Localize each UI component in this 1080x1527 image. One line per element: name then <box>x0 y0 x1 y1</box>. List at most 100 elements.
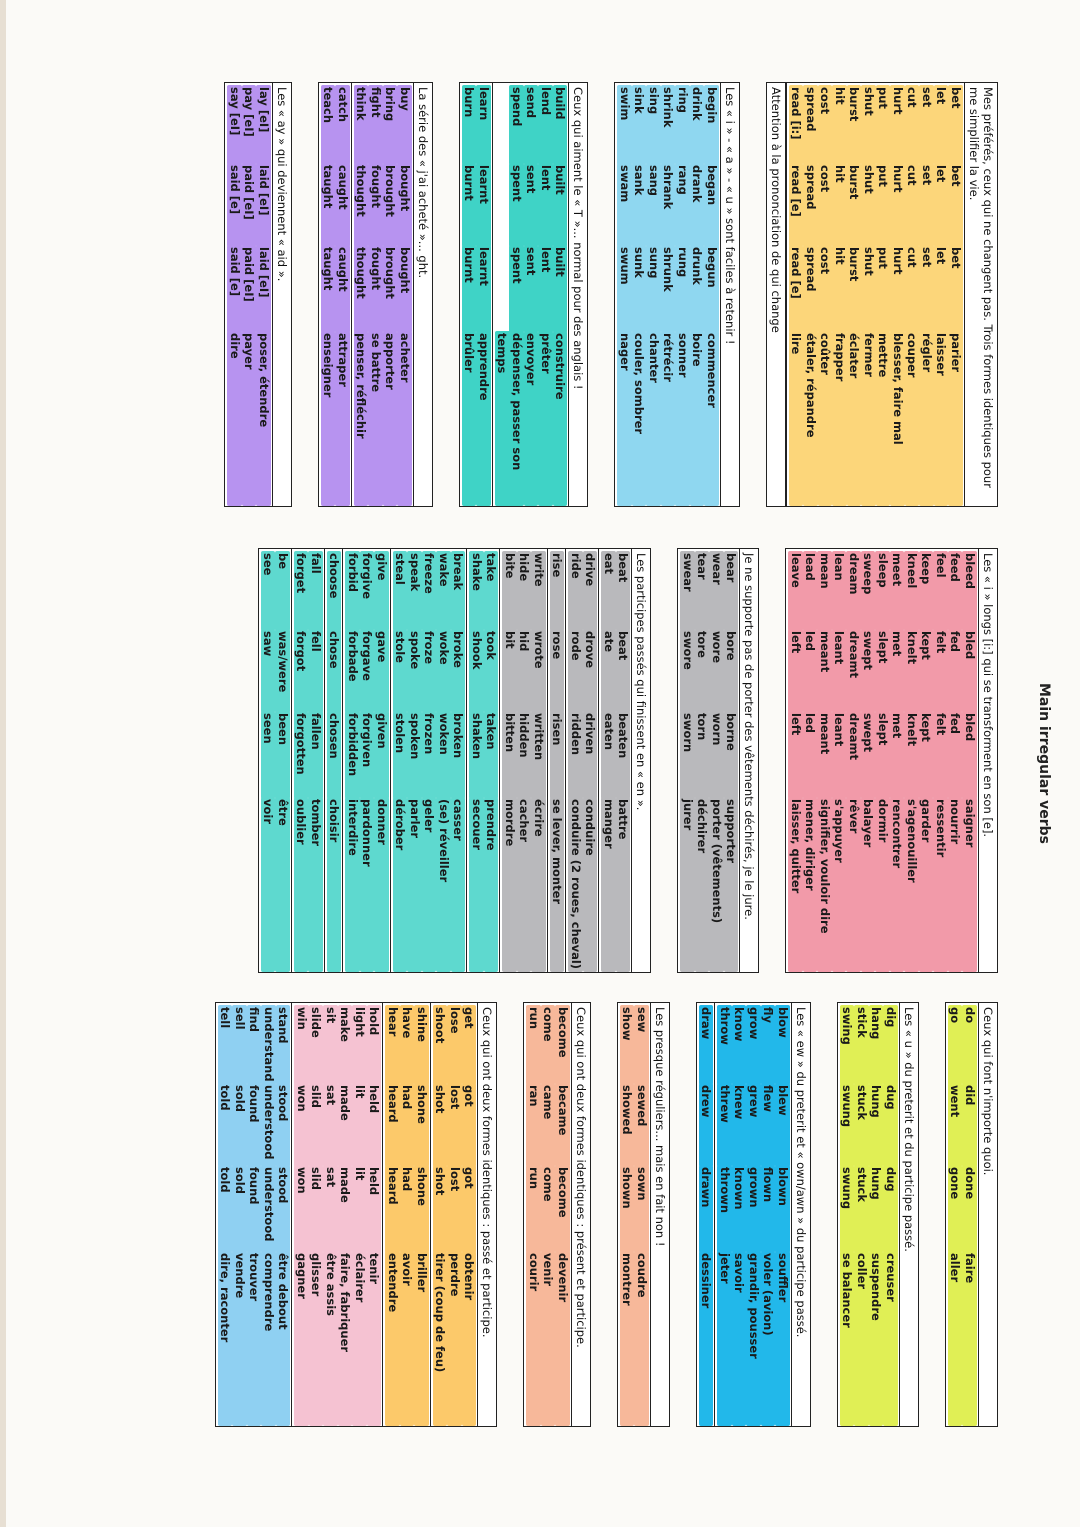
past-participle: begun <box>704 245 719 333</box>
verb-row: see saw seen voir <box>261 549 276 972</box>
base-form: kneel <box>904 551 919 631</box>
preterit: came <box>541 1083 556 1167</box>
past-participle: thrown <box>717 1165 732 1253</box>
preterit: understood <box>261 1083 276 1167</box>
past-participle: shone <box>414 1165 429 1253</box>
preterit: shone <box>414 1083 429 1167</box>
past-participle: driven <box>583 711 598 799</box>
past-participle: blown <box>775 1165 790 1253</box>
block-header: Les « u » du preterit et du participe pa… <box>899 1003 918 1426</box>
page-edge <box>0 0 6 1527</box>
past-participle: leant <box>832 711 847 799</box>
verb-row: burn burnt burnt brûler <box>462 83 477 506</box>
past-participle: shot <box>433 1165 448 1253</box>
past-participle: held <box>367 1165 382 1253</box>
base-form: sew <box>634 1005 649 1085</box>
verb-row: wear wore worn porter (vêtements) <box>709 549 724 972</box>
block-u-verbs: Les « u » du preterit et du participe pa… <box>837 1002 919 1427</box>
base-form: teach <box>321 85 336 165</box>
base-form: drink <box>690 85 705 165</box>
past-participle: forgotten <box>294 711 309 799</box>
past-participle: been <box>275 711 290 799</box>
base-form: hit <box>832 85 847 165</box>
preterit: thought <box>354 163 369 247</box>
preterit: saw <box>261 629 276 713</box>
verb-row: know knew known savoir <box>732 1003 747 1426</box>
verb-row: hang hung hung suspendre <box>869 1003 884 1426</box>
french-translation: comprendre <box>261 1251 276 1426</box>
preterit: laid [eI] <box>256 163 271 247</box>
base-form: have <box>400 1005 415 1085</box>
french-translation: nourrir <box>948 797 963 972</box>
french-translation: éclater <box>847 331 862 506</box>
french-translation: construire <box>553 331 568 506</box>
past-participle: chosen <box>327 711 342 799</box>
french-translation: mordre <box>502 797 517 972</box>
verb-group: fall fell fallen tomber forget forgot forgotte… <box>291 549 324 972</box>
french-translation: acheter <box>397 331 412 506</box>
past-participle: spread <box>803 245 818 333</box>
preterit: stole <box>393 629 408 713</box>
base-form: come <box>541 1005 556 1085</box>
verb-row: fall fell fallen tomber <box>308 549 323 972</box>
base-form: lose <box>447 1005 462 1085</box>
block-past-participle-identical: Ceux qui ont deux formes identiques : pa… <box>215 1002 498 1427</box>
past-participle: hit <box>832 245 847 333</box>
past-participle: stood <box>276 1165 291 1253</box>
preterit: lent <box>538 163 553 247</box>
verb-row: sweep swept swept balayer <box>861 549 876 972</box>
french-translation: coller <box>854 1251 869 1426</box>
preterit: hid <box>517 629 532 713</box>
past-participle: hurt <box>890 245 905 333</box>
preterit: bought <box>397 163 412 247</box>
french-translation: savoir <box>732 1251 747 1426</box>
french-translation: écrire <box>531 797 546 972</box>
french-translation: cacher <box>517 797 532 972</box>
past-participle: knelt <box>904 711 919 799</box>
french-translation: conduire (2 roues, cheval) <box>568 797 583 972</box>
past-participle: felt <box>933 711 948 799</box>
verb-row: read [i:] read [e] read [e] lire <box>789 83 804 506</box>
verb-group: buy bought bought acheter bring brought brough… <box>351 83 413 506</box>
verb-group: build built built construire lend lent lent prê… <box>492 83 569 506</box>
preterit: did <box>962 1083 977 1167</box>
verb-row: ride rode ridden conduire (2 roues, cheval) <box>568 549 583 972</box>
past-participle: broken <box>451 711 466 799</box>
verb-row: come came come venir <box>541 1003 556 1426</box>
block-unchanged-verbs: Mes préférés, ceux qui ne changent pas. … <box>766 82 998 507</box>
block-do-go-verbs: Ceux qui font n'importe quoi. do did done f… <box>945 1002 998 1427</box>
preterit: sat <box>323 1083 338 1167</box>
column-2: Les « i » longs [i:] qui se transforment… <box>232 548 998 973</box>
verb-group: shine shone shone briller have had had avoir hea… <box>382 1003 430 1426</box>
base-form: spread <box>803 85 818 165</box>
french-translation: donner <box>374 797 389 972</box>
preterit: won <box>294 1083 309 1167</box>
verb-group: blow blew blown souffler fly flew flown voler (… <box>714 1003 791 1426</box>
french-translation: entendre <box>385 1251 400 1426</box>
preterit: shook <box>469 629 484 713</box>
verb-row: pay [eI] paid [eI] paid [eI] payer <box>242 83 257 506</box>
base-form: write <box>531 551 546 631</box>
past-participle: sat <box>323 1165 338 1253</box>
verb-row: bring brought brought apporter <box>383 83 398 506</box>
base-form: fight <box>368 85 383 165</box>
french-translation: devenir <box>555 1251 570 1426</box>
past-participle: sown <box>634 1165 649 1253</box>
past-participle: taken <box>484 711 499 799</box>
preterit: knelt <box>904 629 919 713</box>
verb-row: tell told told dire, raconter <box>218 1003 233 1426</box>
past-participle: set <box>919 245 934 333</box>
verb-row: break broke broken casser <box>451 549 466 972</box>
past-participle: let <box>934 245 949 333</box>
base-form: draw <box>699 1005 714 1085</box>
verb-row: buy bought bought acheter <box>397 83 412 506</box>
verb-group: beat beat beaten battre eat ate eaten manger <box>598 549 632 972</box>
base-form: keep <box>919 551 934 631</box>
french-translation: ressentir <box>933 797 948 972</box>
verb-row: slide slid slid glisser <box>309 1003 324 1426</box>
french-translation: choisir <box>327 797 342 972</box>
base-form: steal <box>393 551 408 631</box>
preterit: built <box>553 163 568 247</box>
base-form: swim <box>617 85 632 165</box>
